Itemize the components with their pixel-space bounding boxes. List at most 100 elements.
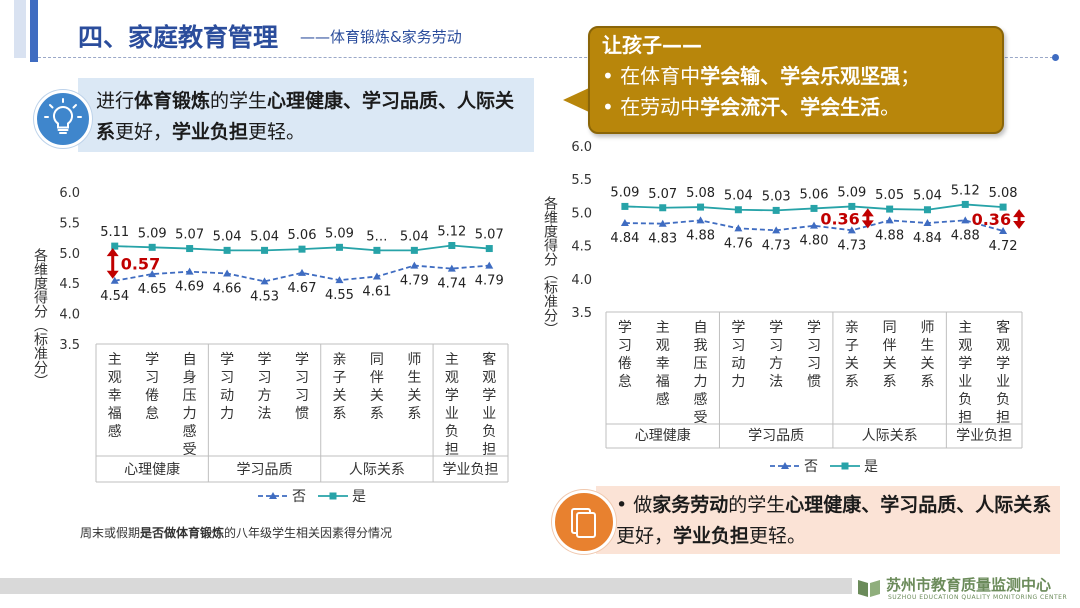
- legend-label-yes: 是: [864, 459, 878, 475]
- category-label-char: 伴: [883, 338, 897, 354]
- org-name: 苏州市教育质量监测中心: [886, 576, 1052, 594]
- category-label-char: 学: [258, 352, 272, 368]
- category-label-char: 感: [108, 423, 122, 440]
- point-yes: [111, 242, 119, 250]
- data-label-no: 4.72: [989, 239, 1018, 254]
- category-label-char: 力: [694, 374, 708, 390]
- document-badge: [552, 490, 616, 554]
- data-label-yes: 5.05: [875, 188, 904, 203]
- point-yes: [223, 246, 231, 254]
- group-label: 学业负担: [956, 428, 1012, 444]
- category-label-char: 怠: [145, 406, 159, 422]
- category-label-char: 学: [958, 356, 972, 372]
- data-label-yes: 5.09: [837, 185, 866, 200]
- group-label: 心理健康: [635, 427, 691, 444]
- category-label-char: 受: [694, 410, 708, 426]
- data-label-yes: 5.04: [400, 229, 429, 244]
- point-no: [410, 261, 419, 269]
- category-label-char: 感: [183, 423, 197, 440]
- category-label-char: 学: [295, 352, 309, 368]
- data-label-no: 4.83: [648, 232, 677, 247]
- y-axis-title: 各维度得分（标准分）: [32, 248, 48, 388]
- point-no: [223, 269, 232, 277]
- category-label-char: 习: [258, 370, 272, 386]
- group-label: 人际关系: [349, 462, 405, 478]
- org-name-en: SUZHOU EDUCATION QUALITY MONITORING CENT…: [888, 594, 1068, 601]
- left-callout-part-4: 更好，: [115, 121, 173, 143]
- diff-arrow-head-down: [861, 220, 874, 229]
- point-no: [185, 267, 194, 275]
- category-label-char: 学: [145, 352, 159, 368]
- category-label-char: 幸: [656, 356, 670, 372]
- category-label-char: 身: [183, 370, 197, 386]
- data-label-yes: 5.08: [989, 186, 1018, 201]
- data-label-no: 4.79: [475, 274, 504, 289]
- y-axis-title: 各维度得分（标准分）: [542, 196, 558, 336]
- diff-arrow-head-down: [106, 270, 119, 279]
- y-tick-label: 5.5: [59, 216, 80, 231]
- point-yes: [810, 204, 818, 212]
- y-tick-label: 4.5: [59, 277, 80, 292]
- data-label-yes: 5.07: [648, 187, 677, 202]
- category-label-char: 系: [407, 406, 421, 422]
- category-label-char: 同: [883, 320, 897, 336]
- category-label-char: 感: [694, 391, 708, 408]
- category-label-char: 主: [958, 320, 972, 336]
- category-label-char: 亲: [845, 320, 859, 336]
- data-label-yes: 5.06: [800, 187, 829, 202]
- category-label-char: 观: [656, 338, 670, 354]
- data-label-no: 4.54: [100, 289, 129, 304]
- category-label-char: 怠: [618, 374, 632, 390]
- category-label-char: 观: [108, 370, 122, 386]
- category-label-char: 师: [407, 352, 421, 368]
- category-label-char: 客: [996, 319, 1010, 336]
- right-callout-part-1: 家务劳动: [652, 494, 729, 516]
- category-label-char: 系: [920, 374, 934, 390]
- y-tick-label: 4.0: [59, 308, 80, 323]
- gold-callout-text: 让孩子—— • 在体育中学会输、学会乐观坚强； • 在劳动中学会流汗、学会生活。: [602, 30, 920, 123]
- y-tick-label: 3.5: [59, 338, 80, 353]
- y-tick-label: 5.5: [571, 173, 592, 188]
- category-label-char: 习: [769, 338, 783, 354]
- category-label-char: 业: [996, 374, 1010, 390]
- y-tick-label: 5.0: [571, 206, 592, 221]
- category-label-char: 学: [731, 320, 745, 336]
- data-label-no: 4.79: [400, 274, 429, 289]
- category-label-char: 关: [883, 356, 897, 372]
- data-label-yes: 5.07: [175, 228, 204, 243]
- data-label-yes: 5.04: [913, 189, 942, 204]
- category-label-char: 系: [370, 406, 384, 422]
- point-yes: [772, 206, 780, 214]
- legend-marker-no: [781, 462, 789, 469]
- category-label-char: 学: [445, 388, 459, 404]
- category-label-char: 业: [482, 406, 496, 422]
- point-yes: [659, 204, 667, 212]
- divider-dot: [1052, 54, 1059, 61]
- category-label-char: 子: [845, 338, 859, 354]
- gold-callout-tail: [563, 88, 589, 112]
- data-label-no: 4.67: [288, 281, 317, 296]
- point-no: [658, 219, 667, 227]
- category-label-char: 自: [694, 320, 708, 336]
- category-label-char: 方: [258, 388, 272, 404]
- lightbulb-badge: [34, 90, 92, 148]
- category-label-char: 法: [258, 406, 272, 422]
- exercise-callout-box: [78, 78, 534, 152]
- category-label-char: 我: [694, 338, 708, 354]
- left-callout-part-6: 更轻。: [248, 121, 306, 143]
- right-callout-part-6: 更轻。: [749, 525, 807, 547]
- point-no: [110, 276, 119, 284]
- data-label-yes: 5.07: [475, 228, 504, 243]
- data-label-no: 4.73: [837, 238, 866, 253]
- point-no: [372, 272, 381, 280]
- point-no: [923, 219, 932, 227]
- legend-label-no: 否: [804, 459, 818, 475]
- category-label-char: 学: [220, 352, 234, 368]
- y-tick-label: 4.0: [571, 273, 592, 288]
- category-label-char: 法: [769, 374, 783, 390]
- diff-annotation: 0.36: [972, 210, 1011, 229]
- point-no: [260, 277, 269, 285]
- data-label-no: 4.84: [913, 231, 942, 246]
- gold-callout-line-1: • 在体育中学会输、学会乐观坚强；: [602, 64, 921, 88]
